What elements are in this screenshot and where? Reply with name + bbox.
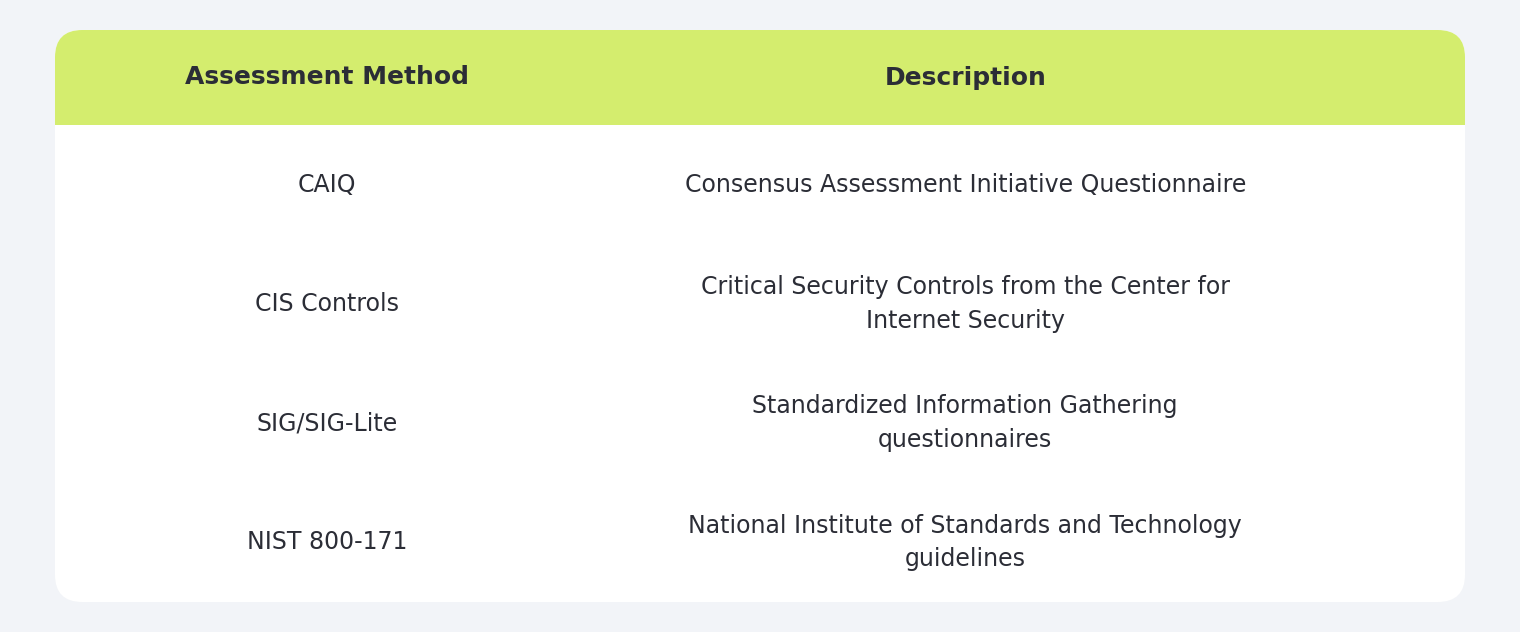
Bar [55,125,1465,152]
Text: National Institute of Standards and Technology
guidelines: National Institute of Standards and Tech… [689,514,1242,571]
Text: Critical Security Controls from the Center for
Internet Security: Critical Security Controls from the Cent… [701,275,1230,332]
Text: CIS Controls: CIS Controls [255,292,398,316]
Text: Assessment Method: Assessment Method [185,66,468,90]
Text: Description: Description [885,66,1046,90]
Text: CAIQ: CAIQ [298,173,356,197]
FancyBboxPatch shape [55,30,1465,125]
Text: Standardized Information Gathering
questionnaires: Standardized Information Gathering quest… [752,394,1178,452]
FancyBboxPatch shape [55,30,1465,602]
Text: NIST 800-171: NIST 800-171 [246,530,407,554]
Text: Consensus Assessment Initiative Questionnaire: Consensus Assessment Initiative Question… [684,173,1246,197]
Bar [55,97,1465,125]
Text: SIG/SIG-Lite: SIG/SIG-Lite [257,411,397,435]
